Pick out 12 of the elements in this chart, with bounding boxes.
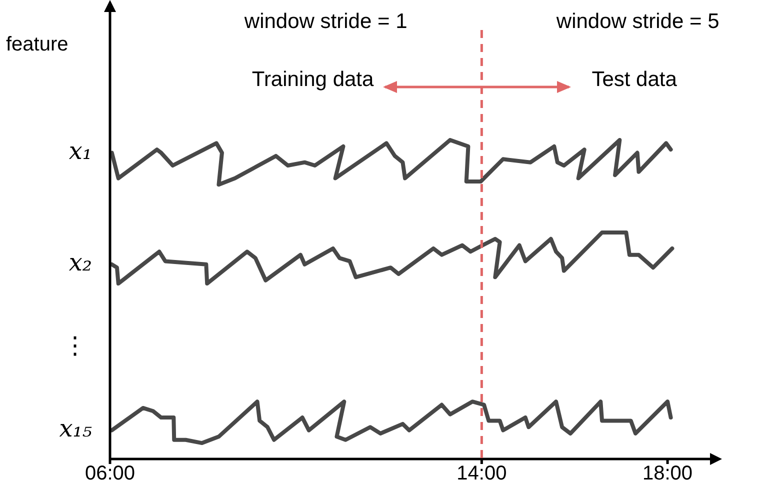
text: Training data <box>252 68 374 91</box>
text: ⋮ <box>63 332 87 360</box>
x-tick-label: 06:00 <box>84 462 136 485</box>
text: window stride = 5 <box>555 10 720 33</box>
x-tick-label: 14:00 <box>456 462 507 485</box>
series-label: x₁₅ <box>59 414 92 443</box>
series-label: x₁ <box>68 136 92 165</box>
x-tick-label: 18:00 <box>642 462 693 485</box>
y-axis-title: feature <box>6 34 68 56</box>
text: window stride = 1 <box>243 10 408 33</box>
series-label: x₂ <box>68 248 92 277</box>
text: Test data <box>592 68 678 91</box>
